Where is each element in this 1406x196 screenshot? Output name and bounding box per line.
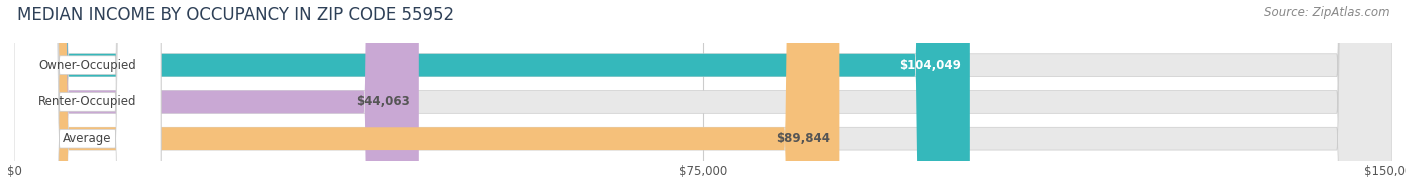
Text: $44,063: $44,063: [356, 95, 409, 108]
Text: $104,049: $104,049: [898, 59, 960, 72]
FancyBboxPatch shape: [14, 0, 162, 196]
FancyBboxPatch shape: [14, 0, 162, 196]
Text: Source: ZipAtlas.com: Source: ZipAtlas.com: [1264, 6, 1389, 19]
FancyBboxPatch shape: [14, 0, 839, 196]
FancyBboxPatch shape: [14, 0, 970, 196]
FancyBboxPatch shape: [14, 0, 419, 196]
Text: $89,844: $89,844: [776, 132, 830, 145]
FancyBboxPatch shape: [14, 0, 162, 196]
FancyBboxPatch shape: [14, 0, 1392, 196]
Text: Average: Average: [63, 132, 112, 145]
Text: MEDIAN INCOME BY OCCUPANCY IN ZIP CODE 55952: MEDIAN INCOME BY OCCUPANCY IN ZIP CODE 5…: [17, 6, 454, 24]
FancyBboxPatch shape: [14, 0, 1392, 196]
Text: Owner-Occupied: Owner-Occupied: [39, 59, 136, 72]
FancyBboxPatch shape: [14, 0, 1392, 196]
Text: Renter-Occupied: Renter-Occupied: [38, 95, 136, 108]
